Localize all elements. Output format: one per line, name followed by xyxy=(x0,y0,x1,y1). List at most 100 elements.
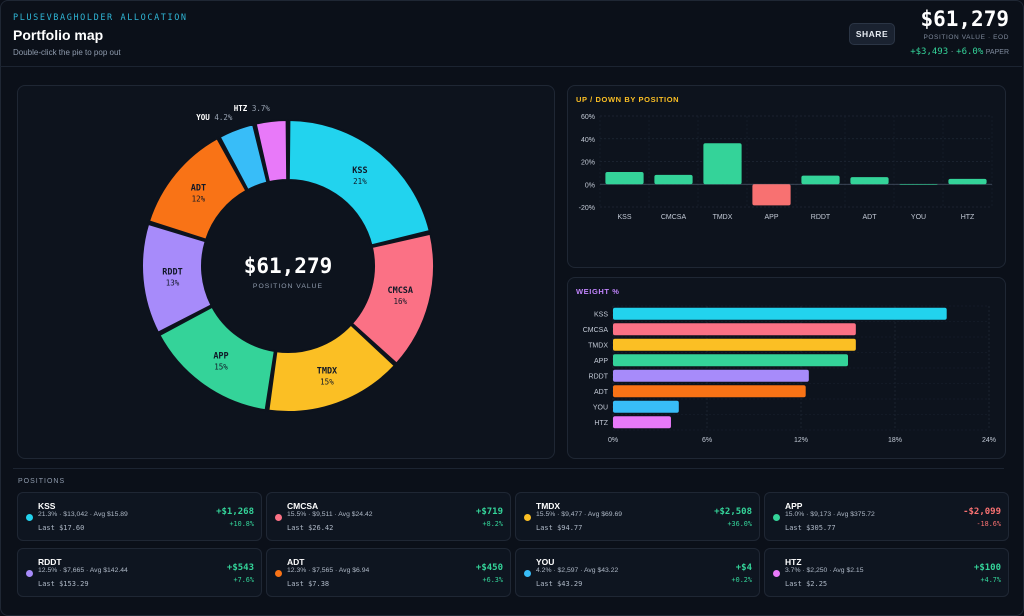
donut-label-tmdx: TMDX xyxy=(317,366,337,376)
position-pl-pct: -18.6% xyxy=(976,520,1001,528)
weight-bar-cmcsa xyxy=(613,323,856,336)
position-color-dot xyxy=(275,514,282,521)
position-meta: 4.2% · $2,597 · Avg $43.22 xyxy=(536,567,619,574)
weight-ytick: YOU xyxy=(593,404,608,411)
updown-ytick: 0% xyxy=(585,182,595,189)
position-ticker: YOU xyxy=(536,557,555,567)
updown-xtick: CMCSA xyxy=(661,214,687,221)
position-pl-pct: +7.6% xyxy=(233,576,254,584)
change-mode: PAPER xyxy=(985,49,1009,56)
position-ticker: APP xyxy=(785,501,803,511)
donut-outer-label-you: YOU 4.2% xyxy=(196,113,233,122)
updown-bar-tmdx xyxy=(703,143,742,185)
weight-bar-tmdx xyxy=(613,338,856,351)
donut-slice-rddt[interactable] xyxy=(141,222,213,335)
updown-bar-app xyxy=(752,184,791,206)
updown-ytick: 40% xyxy=(581,137,595,144)
change-pct: +6.0% xyxy=(956,47,984,57)
position-card-kss[interactable]: KSS 21.3% · $13,042 · Avg $15.89 Last $17.… xyxy=(17,492,262,541)
position-pl: +$450 xyxy=(475,563,503,573)
donut-slice-app[interactable] xyxy=(158,305,276,412)
donut-slice-htz[interactable] xyxy=(254,118,289,184)
position-last-price: Last $2.25 xyxy=(785,580,828,588)
position-card-tmdx[interactable]: TMDX 15.5% · $9,477 · Avg $69.69 Last $94.… xyxy=(515,492,760,541)
position-color-dot xyxy=(26,570,33,577)
updown-bar-chart: 60% 40% 20% 0% -20% KSS CMCSA TMDX APP RDDT ADT YOU… xyxy=(579,114,993,221)
weight-ytick: TMDX xyxy=(588,342,608,349)
position-card-rddt[interactable]: RDDT 12.5% · $7,665 · Avg $142.44 Last $15… xyxy=(17,548,262,597)
position-pl: +$4 xyxy=(735,563,752,573)
position-pl: -$2,099 xyxy=(963,507,1001,517)
position-ticker: KSS xyxy=(38,501,56,511)
updown-bar-adt xyxy=(850,177,889,185)
position-card-app[interactable]: APP 15.0% · $9,173 · Avg $375.72 Last $305… xyxy=(764,492,1009,541)
position-color-dot xyxy=(524,514,531,521)
donut-slice-you[interactable] xyxy=(218,123,269,192)
donut-label-kss: KSS xyxy=(352,166,367,176)
position-meta: 15.5% · $9,511 · Avg $24.42 xyxy=(287,511,373,518)
share-button[interactable]: SHARE xyxy=(849,23,895,45)
donut-slice-cmcsa[interactable] xyxy=(350,232,435,365)
donut-slice-adt[interactable] xyxy=(147,136,248,241)
weight-panel-title: WEIGHT % xyxy=(576,287,620,296)
weight-xtick: 18% xyxy=(888,437,902,444)
updown-bar-kss xyxy=(605,171,644,185)
weight-ytick: ADT xyxy=(594,389,609,396)
weight-bar-htz xyxy=(613,416,671,429)
allocation-donut-chart[interactable]: KSS21%CMCSA16%TMDX15%APP15%RDDT13%ADT12%… xyxy=(18,86,554,458)
position-pl-pct: +0.2% xyxy=(731,576,752,584)
position-pl-pct: +4.7% xyxy=(980,576,1001,584)
position-last-price: Last $305.77 xyxy=(785,524,836,532)
weight-xtick: 0% xyxy=(608,437,618,444)
position-ticker: RDDT xyxy=(38,557,62,567)
position-meta: 12.5% · $7,665 · Avg $142.44 xyxy=(38,567,128,574)
header: PLUSEVBAGHOLDER ALLOCATION Portfolio map… xyxy=(0,0,1022,67)
position-card-you[interactable]: YOU 4.2% · $2,597 · Avg $43.22 Last $43.29… xyxy=(515,548,760,597)
position-ticker: CMCSA xyxy=(287,501,319,511)
updown-panel-title: UP / DOWN BY POSITION xyxy=(576,95,680,104)
position-card-cmcsa[interactable]: CMCSA 15.5% · $9,511 · Avg $24.42 Last $26… xyxy=(266,492,511,541)
position-meta: 3.7% · $2,250 · Avg $2.15 xyxy=(785,567,864,574)
donut-center-label: POSITION VALUE xyxy=(253,283,323,290)
donut-slice-kss[interactable] xyxy=(287,118,431,247)
position-pl: +$100 xyxy=(973,563,1001,573)
donut-slice-tmdx[interactable] xyxy=(267,323,397,413)
weight-xtick: 6% xyxy=(702,437,712,444)
position-value-label: POSITION VALUE · EOD xyxy=(923,34,1009,41)
donut-label-rddt: RDDT xyxy=(162,268,182,278)
position-pl: +$1,268 xyxy=(216,507,254,517)
position-change: +$3,493 · +6.0% PAPER xyxy=(910,46,1009,57)
updown-xtick: YOU xyxy=(911,214,926,221)
section-divider xyxy=(13,468,1004,469)
positions-heading: POSITIONS xyxy=(18,478,66,485)
position-last-price: Last $7.38 xyxy=(287,580,330,588)
position-value: $61,279 xyxy=(920,7,1009,31)
weight-bar-you xyxy=(613,400,679,413)
updown-xtick: KSS xyxy=(617,214,631,221)
position-card-adt[interactable]: ADT 12.3% · $7,565 · Avg $6.94 Last $7.38 +… xyxy=(266,548,511,597)
position-color-dot xyxy=(773,514,780,521)
donut-pct-kss: 21% xyxy=(353,177,367,186)
weight-ytick: APP xyxy=(594,358,608,365)
allocation-pie-panel: KSS 21% CMCSA 16% TMDX 15% APP 15% RDDT 13% ADT 12%… xyxy=(17,85,555,459)
position-meta: 12.3% · $7,565 · Avg $6.94 xyxy=(287,567,370,574)
updown-panel: UP / DOWN BY POSITION 60% 40% 20% 0% -20% KSS… xyxy=(567,85,1006,268)
position-color-dot xyxy=(26,514,33,521)
updown-ytick: -20% xyxy=(579,205,595,212)
position-color-dot xyxy=(524,570,531,577)
donut-pct-app: 15% xyxy=(214,363,228,372)
updown-ytick: 60% xyxy=(581,114,595,121)
updown-xtick: ADT xyxy=(863,214,878,221)
weight-ytick: CMCSA xyxy=(583,327,609,334)
eyebrow-label: PLUSEVBAGHOLDER ALLOCATION xyxy=(13,13,188,23)
donut-label-adt: ADT xyxy=(191,183,206,193)
position-ticker: ADT xyxy=(287,557,305,567)
updown-xtick: HTZ xyxy=(961,214,975,221)
position-card-htz[interactable]: HTZ 3.7% · $2,250 · Avg $2.15 Last $2.25 +$… xyxy=(764,548,1009,597)
donut-center-value: $61,279 xyxy=(244,254,333,278)
weight-ytick: RDDT xyxy=(589,373,609,380)
weight-xtick: 24% xyxy=(982,437,996,444)
position-last-price: Last $153.29 xyxy=(38,580,89,588)
weight-ytick: KSS xyxy=(594,311,608,318)
position-pl: +$719 xyxy=(475,507,503,517)
